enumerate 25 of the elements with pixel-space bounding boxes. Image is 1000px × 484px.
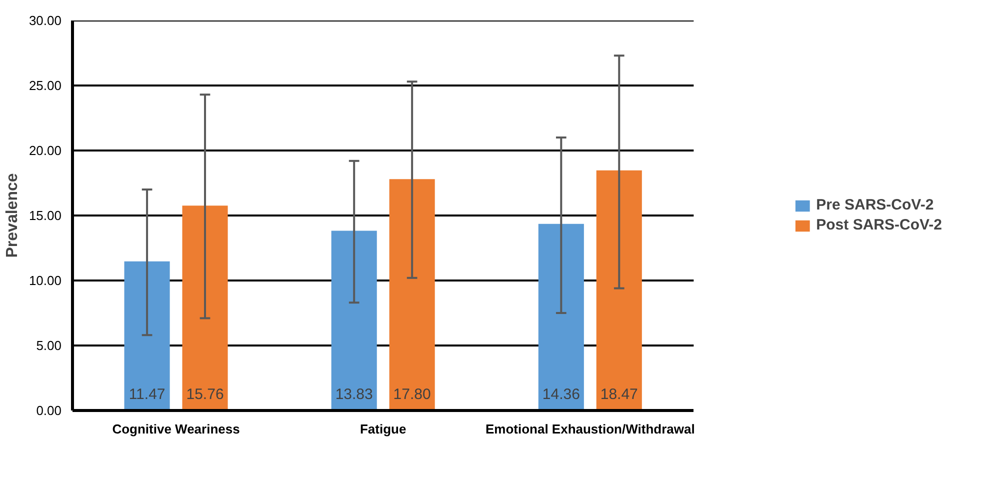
- data-label: 15.76: [186, 386, 224, 404]
- data-label: 17.80: [393, 386, 431, 404]
- bar: [596, 170, 642, 410]
- x-tick-label: Cognitive Weariness: [112, 422, 240, 436]
- bar: [389, 179, 435, 410]
- bar: [331, 230, 377, 410]
- legend-label: Post SARS-CoV-2: [816, 216, 942, 234]
- y-tick-label: 5.00: [36, 338, 62, 353]
- x-tick-label: Fatigue: [360, 422, 406, 436]
- data-label: 13.83: [335, 386, 373, 404]
- y-tick-label: 10.00: [28, 273, 62, 288]
- bar: [124, 261, 170, 410]
- y-tick-label: 30.00: [28, 13, 62, 28]
- y-tick-label: 20.00: [28, 143, 62, 158]
- data-label: 11.47: [128, 386, 166, 404]
- x-tick-label: Emotional Exhaustion/Withdrawal: [485, 422, 695, 436]
- data-label: 18.47: [600, 386, 638, 404]
- y-tick-label: 15.00: [28, 208, 62, 223]
- y-axis-title: Prevalence: [4, 173, 21, 258]
- bar: [182, 206, 228, 410]
- data-label: 14.36: [542, 386, 580, 404]
- bar: [538, 224, 584, 410]
- legend-label: Pre SARS-CoV-2: [816, 196, 934, 214]
- y-tick-label: 25.00: [28, 78, 62, 93]
- y-tick-label: 0.00: [36, 403, 62, 418]
